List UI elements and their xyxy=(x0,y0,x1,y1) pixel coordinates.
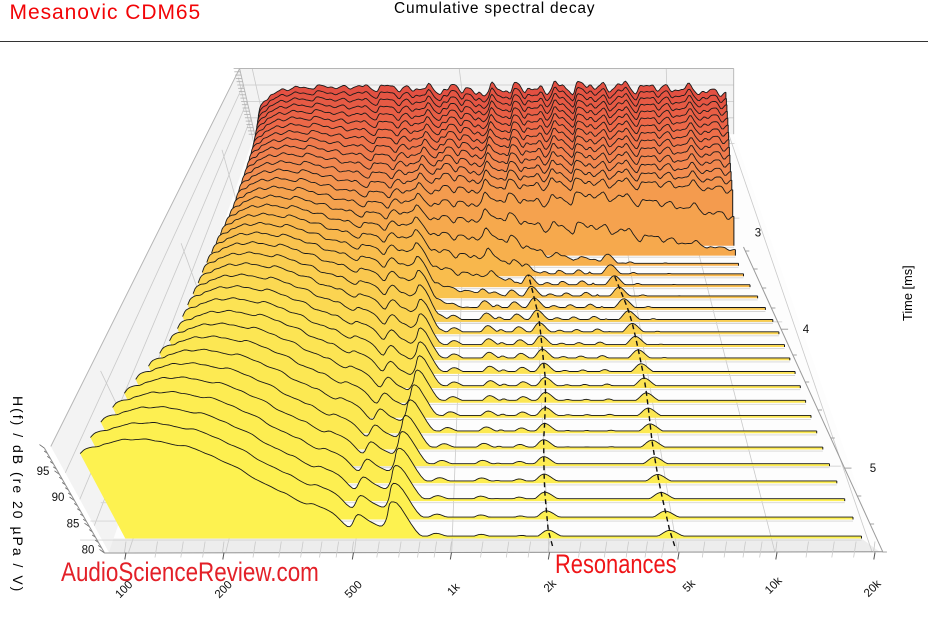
svg-text:5: 5 xyxy=(870,463,876,475)
svg-text:4: 4 xyxy=(803,324,810,336)
svg-text:90: 90 xyxy=(52,492,65,504)
svg-text:85: 85 xyxy=(67,518,80,530)
svg-text:80: 80 xyxy=(82,545,95,557)
svg-text:3: 3 xyxy=(755,228,761,240)
svg-text:95: 95 xyxy=(37,466,50,478)
